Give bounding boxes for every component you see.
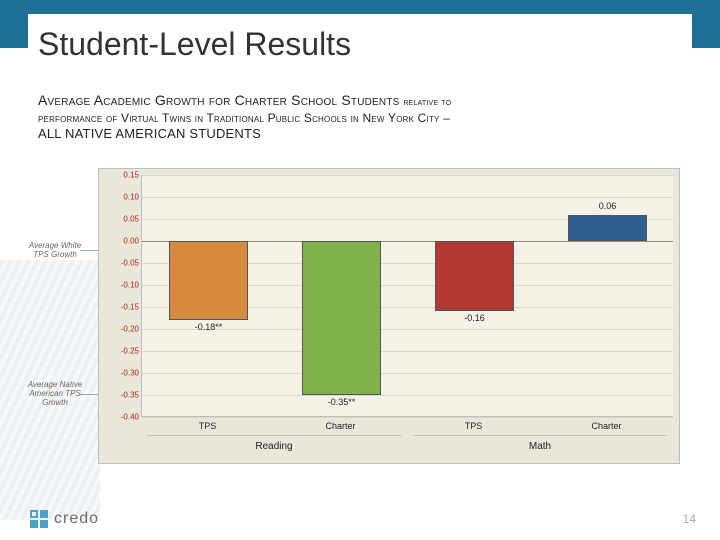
y-tick-label: -0.05	[105, 259, 139, 268]
bar-value-label: -0.16	[445, 313, 505, 323]
side-label-white-tps: Average White TPS Growth	[26, 241, 84, 259]
gridline	[142, 373, 673, 374]
side-label-white-tps-text: Average White TPS Growth	[29, 241, 81, 259]
y-tick-label: 0.05	[105, 215, 139, 224]
logo-mark-icon	[30, 510, 48, 528]
gridline	[142, 395, 673, 396]
chart-container: Average White TPS Growth Average Native …	[36, 168, 684, 468]
bar-value-label: -0.35**	[312, 397, 372, 407]
x-category-label: Charter	[325, 421, 355, 431]
x-group-label: Reading	[255, 441, 292, 452]
y-tick-label: -0.20	[105, 325, 139, 334]
y-tick-label: 0.00	[105, 237, 139, 246]
gridline	[142, 175, 673, 176]
gridline	[142, 197, 673, 198]
footer-logo: credo	[30, 510, 99, 528]
y-tick-label: -0.15	[105, 303, 139, 312]
y-tick-label: 0.15	[105, 171, 139, 180]
x-group-separator	[147, 435, 401, 436]
y-tick-label: 0.10	[105, 193, 139, 202]
chart-panel: -0.18** -0.35** -0.16 0.06 0.15 0.10 0.05 0.00…	[98, 168, 680, 464]
subtitle-line3: performance of Virtual Twins in Traditio…	[38, 111, 450, 125]
subtitle-line1: Average Academic Growth for Charter Scho…	[38, 92, 400, 108]
bar-charter-3	[568, 215, 648, 241]
page-number: 14	[683, 512, 696, 526]
bar-tps-2	[435, 241, 515, 311]
gridline	[142, 351, 673, 352]
bar-value-label: -0.18**	[179, 322, 239, 332]
logo-text: credo	[54, 510, 99, 528]
subtitle-line2: relative to	[403, 97, 451, 108]
bar-tps-0	[169, 241, 249, 320]
bar-value-label: 0.06	[578, 201, 638, 211]
x-group-label: Math	[529, 441, 551, 452]
subtitle-line4: ALL NATIVE AMERICAN STUDENTS	[38, 126, 261, 141]
plot-area: -0.18** -0.35** -0.16 0.06	[141, 175, 673, 417]
x-category-label: TPS	[465, 421, 483, 431]
y-tick-label: -0.25	[105, 347, 139, 356]
y-tick-label: -0.30	[105, 369, 139, 378]
gridline	[142, 417, 673, 418]
y-tick-label: -0.10	[105, 281, 139, 290]
x-category-label: Charter	[591, 421, 621, 431]
bar-charter-1	[302, 241, 382, 395]
side-label-native-tps: Average Native American TPS Growth	[26, 380, 84, 408]
y-tick-label: -0.35	[105, 391, 139, 400]
x-category-label: TPS	[199, 421, 217, 431]
x-group-separator	[413, 435, 667, 436]
chart-subtitle: Average Academic Growth for Charter Scho…	[38, 92, 678, 142]
y-tick-label: -0.40	[105, 413, 139, 422]
side-label-native-tps-text: Average Native American TPS Growth	[28, 380, 83, 407]
page-title: Student-Level Results	[38, 26, 351, 63]
title-block: Student-Level Results	[28, 14, 692, 74]
